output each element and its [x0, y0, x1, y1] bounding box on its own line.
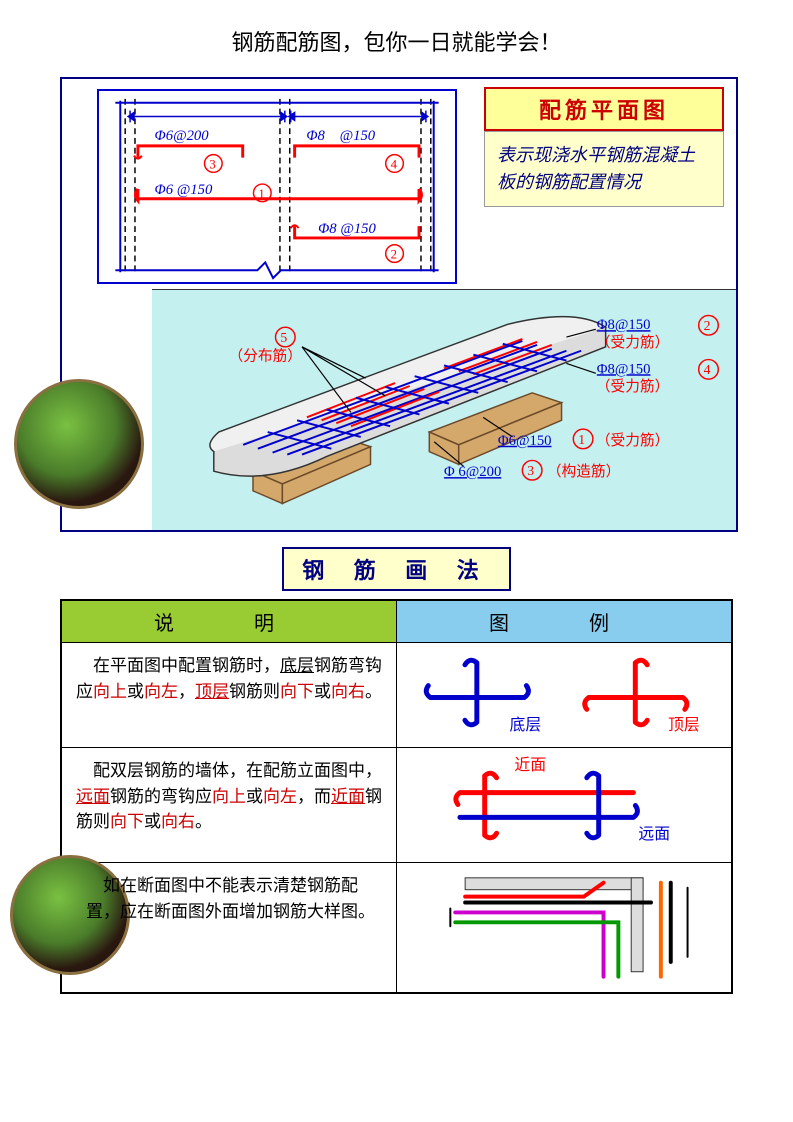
decorative-plant-icon: [14, 379, 144, 509]
svg-text:Φ8 @150: Φ8 @150: [318, 221, 376, 237]
page-title: 钢筋配筋图，包你一日就能学会！: [0, 0, 793, 72]
svg-text:4: 4: [704, 362, 711, 377]
desc-cell-2: 配双层钢筋的墙体，在配筋立面图中，远面钢筋的弯钩应向上或向左，而近面钢筋则向下或…: [61, 748, 397, 863]
col-header-desc: 说 明: [61, 600, 397, 643]
fig-cell-2: 近面 远面: [397, 748, 733, 863]
svg-text:底层: 底层: [510, 716, 542, 734]
svg-text:（受力筋）: （受力筋）: [596, 432, 669, 449]
svg-text:3: 3: [209, 157, 215, 171]
svg-text:Φ8 @150: Φ8 @150: [306, 128, 375, 144]
svg-text:2: 2: [704, 318, 711, 333]
svg-text:近面: 近面: [514, 756, 546, 774]
table-row: 在平面图中配置钢筋时，底层钢筋弯钩应向上或向左，顶层钢筋则向下或向右。 底层 顶…: [61, 643, 732, 748]
section-title: 钢 筋 画 法: [282, 547, 511, 591]
svg-text:（受力筋）: （受力筋）: [596, 378, 669, 395]
svg-text:5: 5: [280, 330, 287, 345]
callout-box: 配筋平面图 表示现浇水平钢筋混凝土板的钢筋配置情况: [484, 87, 724, 207]
svg-text:3: 3: [527, 463, 534, 478]
svg-text:Φ6 @150: Φ6 @150: [155, 182, 213, 198]
svg-text:1: 1: [258, 187, 264, 201]
svg-text:1: 1: [578, 432, 585, 447]
svg-text:远面: 远面: [638, 825, 670, 843]
svg-text:Φ8@150: Φ8@150: [597, 317, 651, 333]
plan-view-diagram: Φ6@200 3 Φ8 @150 4 Φ6 @150 1 Φ8 @15: [97, 89, 457, 284]
desc-cell-1: 在平面图中配置钢筋时，底层钢筋弯钩应向上或向左，顶层钢筋则向下或向右。: [61, 643, 397, 748]
svg-text:2: 2: [391, 247, 397, 261]
svg-text:Φ 6@200: Φ 6@200: [444, 464, 501, 480]
svg-text:Φ8@150: Φ8@150: [597, 361, 651, 377]
col-header-fig: 图 例: [397, 600, 733, 643]
main-diagram-panel: Φ6@200 3 Φ8 @150 4 Φ6 @150 1 Φ8 @15: [60, 77, 738, 532]
svg-text:（构造筋）: （构造筋）: [547, 463, 620, 480]
svg-text:4: 4: [391, 157, 398, 171]
isometric-view: 5 （分布筋） Φ8@150 2 （受力筋） Φ8@150 4 （受力筋） Φ6…: [152, 289, 736, 530]
svg-text:（受力筋）: （受力筋）: [596, 334, 669, 351]
table-row: 配双层钢筋的墙体，在配筋立面图中，远面钢筋的弯钩应向上或向左，而近面钢筋则向下或…: [61, 748, 732, 863]
svg-text:Φ6@150: Φ6@150: [498, 433, 552, 449]
desc-cell-3: 如在断面图中不能表示清楚钢筋配置，应在断面图外面增加钢筋大样图。: [61, 863, 397, 993]
callout-body: 表示现浇水平钢筋混凝土板的钢筋配置情况: [484, 131, 724, 207]
method-table: 说 明 图 例 在平面图中配置钢筋时，底层钢筋弯钩应向上或向左，顶层钢筋则向下或…: [60, 599, 733, 994]
table-row: 如在断面图中不能表示清楚钢筋配置，应在断面图外面增加钢筋大样图。: [61, 863, 732, 993]
callout-title: 配筋平面图: [484, 87, 724, 131]
fig-cell-3: [397, 863, 733, 993]
fig-cell-1: 底层 顶层: [397, 643, 733, 748]
svg-text:顶层: 顶层: [668, 716, 700, 734]
svg-text:Φ6@200: Φ6@200: [155, 128, 210, 144]
svg-text:（分布筋）: （分布筋）: [228, 348, 301, 365]
